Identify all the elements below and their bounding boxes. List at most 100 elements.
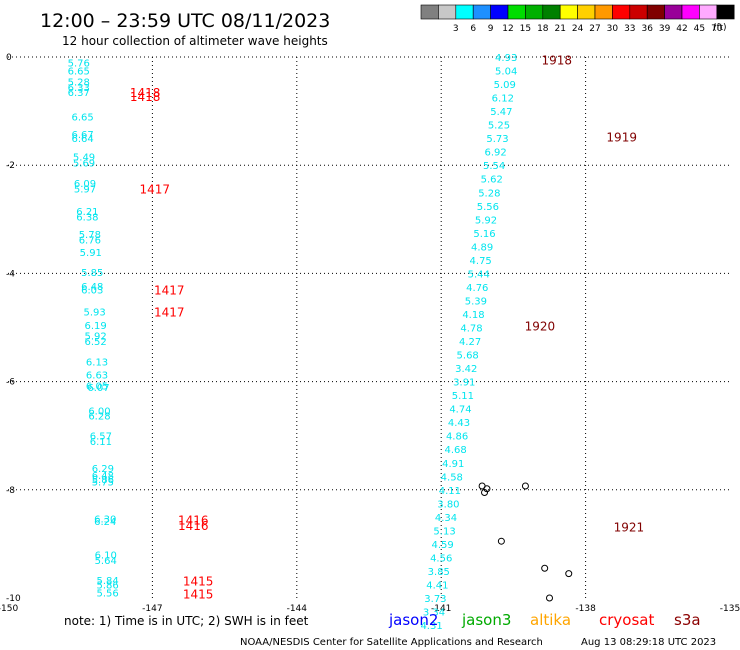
legend-swatch — [577, 4, 596, 20]
wave-height-label: 6.65 — [68, 67, 90, 78]
legend-swatch — [699, 4, 718, 20]
legend-swatch — [472, 4, 491, 20]
wave-height-label: 4.11 — [439, 486, 461, 497]
legend-swatch-label: 6 — [470, 24, 476, 34]
legend-swatch-label: 27 — [589, 24, 600, 34]
legend-swatch — [612, 4, 631, 20]
legend-swatch — [594, 4, 613, 20]
wave-height-label: 6.65 — [71, 113, 93, 124]
pass-time-label: 1417 — [154, 305, 185, 319]
wave-height-label: 5.91 — [80, 248, 102, 259]
wave-height-label: 4.18 — [462, 310, 484, 321]
legend-swatch — [664, 4, 683, 20]
pass-time-label: 1418 — [130, 90, 161, 104]
generated-timestamp: Aug 13 08:29:18 UTC 2023 — [581, 637, 716, 648]
legend-swatch — [542, 4, 561, 20]
wave-height-label: 6.28 — [88, 412, 110, 423]
wave-height-label: 4.74 — [449, 405, 471, 416]
island-shape — [497, 537, 505, 545]
pass-time-label: 1920 — [525, 319, 556, 333]
wave-height-label: 3.85 — [428, 567, 450, 578]
wave-height-label: 5.56 — [97, 589, 119, 600]
wave-height-label: 4.31 — [420, 621, 442, 632]
x-tick-label: -147 — [142, 604, 162, 614]
legend-swatch-label: 33 — [624, 24, 635, 34]
wave-height-label: 5.04 — [495, 67, 517, 78]
legend-swatch-label: 45 — [694, 24, 705, 34]
wave-height-label: 6.12 — [492, 94, 514, 105]
legend-swatch-label: 39 — [659, 24, 671, 34]
wave-height-label: 5.49 — [73, 153, 95, 164]
wave-height-label: 6.24 — [94, 517, 116, 528]
x-tick-label: -144 — [287, 604, 308, 614]
map-title: 12:00 – 23:59 UTC 08/11/2023 — [40, 10, 330, 32]
legend-swatch — [716, 4, 735, 20]
wave-height-label: 6.64 — [71, 134, 93, 145]
wave-height-label: 3.73 — [424, 594, 446, 605]
y-tick-label: -10 — [6, 594, 21, 604]
wave-height-legend: 3 6 9 12 15 18 21 24 27 30 33 36 39 42 45 70 — [420, 4, 735, 34]
y-tick-label: -6 — [6, 378, 15, 388]
wave-height-label: 5.28 — [478, 188, 500, 199]
wave-height-label: 5.16 — [473, 229, 495, 240]
wave-height-label: 4.34 — [435, 513, 457, 524]
wave-height-label: 6.57 — [90, 432, 112, 443]
wave-height-label: 6.21 — [76, 207, 98, 218]
legend-swatch-label: 21 — [554, 24, 565, 34]
island-shape — [483, 485, 491, 493]
legend-swatch-label: 24 — [572, 24, 584, 34]
wave-height-label: 5.78 — [79, 230, 101, 241]
legend-altika: altika — [530, 611, 571, 629]
legend-swatch — [420, 4, 439, 20]
y-tick-label: -4 — [6, 269, 15, 279]
pass-time-label: 1417 — [140, 182, 171, 196]
legend-swatch-label: 30 — [607, 24, 619, 34]
legend-swatch — [525, 4, 544, 20]
wave-height-label: 6.10 — [95, 551, 117, 562]
wave-height-label: 5.09 — [494, 80, 516, 91]
legend-cryosat: cryosat — [599, 611, 654, 629]
wave-height-label: 5.25 — [488, 121, 510, 132]
island-shape — [546, 594, 553, 602]
wave-height-label: 5.28 — [68, 77, 90, 88]
wave-height-label: 5.54 — [483, 161, 505, 172]
marquesas-islands — [478, 482, 573, 602]
map-subtitle: 12 hour collection of altimeter wave hei… — [62, 34, 328, 48]
wave-height-label: 4.89 — [471, 242, 493, 253]
wave-height-label: 5.13 — [433, 526, 455, 537]
wave-height-label: 6.03 — [81, 286, 103, 297]
legend-swatch — [455, 4, 474, 20]
wave-height-label: 6.19 — [84, 321, 106, 332]
wave-height-label: 5.73 — [486, 134, 508, 145]
wave-height-label: 6.63 — [86, 371, 108, 382]
y-tick-label: -8 — [6, 486, 15, 496]
lat-lon-grid — [8, 56, 730, 598]
pass-time-label: 1415 — [183, 575, 214, 589]
legend-jason2: jason2 — [388, 611, 438, 629]
island-shape — [481, 489, 489, 497]
wave-height-label: 5.92 — [475, 215, 497, 226]
pass-time-label: 1919 — [606, 131, 637, 145]
wave-height-label: 5.92 — [84, 332, 106, 343]
wave-height-label: 6.37 — [68, 88, 90, 99]
legend-swatch-label: 3 — [453, 24, 459, 34]
wave-height-label: 4.43 — [448, 418, 470, 429]
wave-height-label: 5.44 — [468, 269, 490, 280]
y-tick-label: -2 — [6, 161, 15, 171]
pass-time-label: 1415 — [183, 588, 214, 602]
wave-height-label: 4.76 — [466, 283, 488, 294]
wave-height-label: 3.42 — [455, 364, 477, 375]
wave-height-label: 6.76 — [79, 235, 101, 246]
wave-height-label: 5.47 — [490, 107, 512, 118]
wave-height-label: 6.33 — [68, 83, 90, 94]
wave-height-label: 6.38 — [76, 213, 98, 224]
pass-time-label: 1921 — [614, 521, 645, 535]
legend-swatch-label: 18 — [537, 24, 549, 34]
legend-swatch — [490, 4, 509, 20]
wave-height-label: 5.93 — [84, 307, 106, 318]
wave-height-label: 5.86 — [97, 580, 119, 591]
wave-height-label: 5.75 — [92, 478, 114, 489]
legend-swatch — [559, 4, 578, 20]
pass-time-label: 1416 — [178, 514, 209, 528]
